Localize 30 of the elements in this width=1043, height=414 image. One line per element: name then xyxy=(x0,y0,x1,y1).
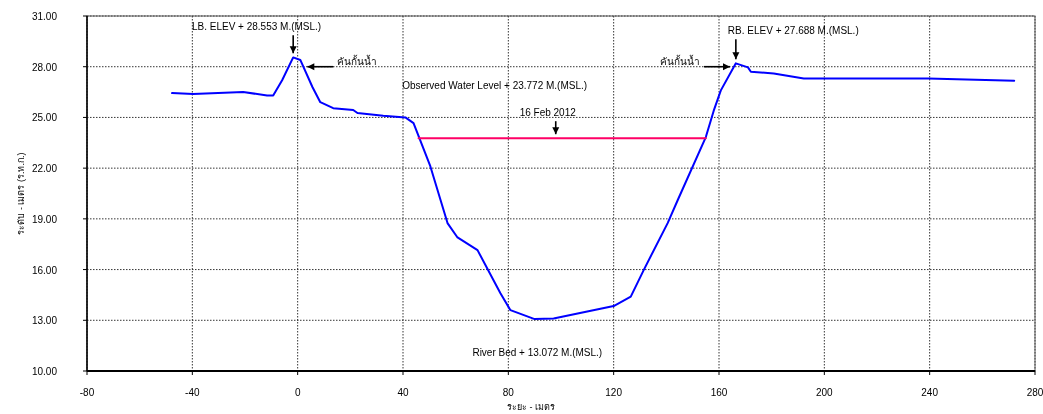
y-tick-label: 16.00 xyxy=(31,264,58,276)
annotation: RB. ELEV + 27.688 M.(MSL.) xyxy=(727,25,859,37)
y-tick-label: 28.00 xyxy=(31,61,58,73)
y-axis-title: ระดับ - เมตร (ร.ท.ก.) xyxy=(16,152,26,235)
annotation: 16 Feb 2012 xyxy=(519,107,577,119)
x-tick-label: 80 xyxy=(502,387,515,398)
y-tick-label: 19.00 xyxy=(31,213,58,225)
x-tick-label: -40 xyxy=(185,387,200,398)
annotation: คันกั้นน้ำ xyxy=(337,53,378,67)
annotation: คันกั้นน้ำ xyxy=(306,55,378,71)
x-tick-label: 200 xyxy=(815,387,834,398)
x-tick-label: 120 xyxy=(605,387,623,398)
x-tick-label: 240 xyxy=(921,387,939,398)
x-tick-label: 40 xyxy=(397,387,409,398)
annotation: River Bed + 13.072 M.(MSL.) xyxy=(472,347,603,359)
x-tick-label: 0 xyxy=(294,387,301,398)
annotation: Observed Water Level + 23.772 M.(MSL.) xyxy=(402,79,588,91)
y-tick-label: 10.00 xyxy=(31,366,58,377)
x-tick-label: -80 xyxy=(79,387,95,398)
y-tick-label: 13.00 xyxy=(31,315,58,327)
x-axis-title: ระยะ - เมตร xyxy=(507,402,555,412)
annotation: LB. ELEV + 28.553 M.(MSL.) xyxy=(191,21,322,33)
y-tick-label: 22.00 xyxy=(31,163,58,175)
annotation: 16 Feb 2012 xyxy=(519,107,576,135)
y-tick-label: 31.00 xyxy=(31,11,58,22)
x-tick-label: 160 xyxy=(710,387,728,398)
x-tick-label: 280 xyxy=(1026,387,1043,398)
annotation: คันกั้นน้ำ xyxy=(660,53,701,67)
annotation: LB. ELEV + 28.553 M.(MSL.) xyxy=(191,21,322,55)
y-tick-label: 25.00 xyxy=(31,112,58,124)
